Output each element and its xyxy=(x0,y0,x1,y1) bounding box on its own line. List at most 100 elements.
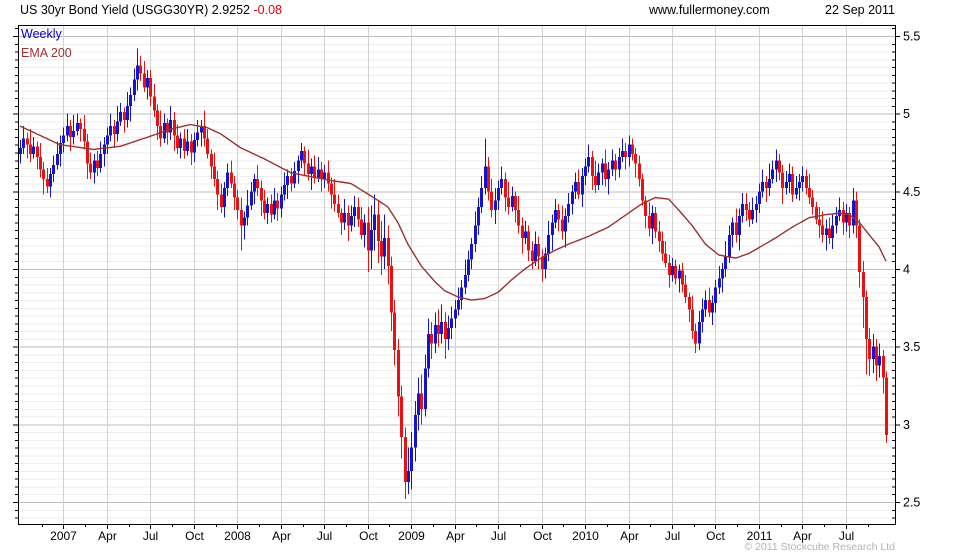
candle-body-up xyxy=(564,216,567,232)
candle-body-down xyxy=(36,146,39,158)
candle-body-down xyxy=(815,206,818,220)
candle-body-up xyxy=(474,225,477,245)
y-tick-label: 5.5 xyxy=(903,30,920,44)
candle-body-up xyxy=(494,200,497,210)
candle-body-up xyxy=(119,112,122,122)
candle-body-up xyxy=(62,135,65,144)
candle-body-up xyxy=(755,203,758,210)
candle-body-up xyxy=(878,355,881,366)
candle-body-down xyxy=(885,377,888,436)
candle-body-up xyxy=(414,415,417,448)
candle-body-down xyxy=(507,197,510,207)
candle-body-up xyxy=(768,178,771,189)
candle-body-down xyxy=(404,436,407,482)
candle-body-down xyxy=(79,122,82,130)
candle-body-up xyxy=(223,188,226,207)
candle-body-down xyxy=(320,169,323,179)
candle-body-up xyxy=(286,175,289,186)
candle-body-down xyxy=(327,172,330,184)
candle-body-down xyxy=(865,296,868,339)
candle-body-down xyxy=(380,241,383,257)
x-tick-label: 2011 xyxy=(747,529,773,543)
candle-body-up xyxy=(253,178,256,192)
instrument-title: US 30yr Bond Yield (USGG30YR) xyxy=(20,3,209,17)
candle-body-down xyxy=(176,135,179,148)
candle-body-up xyxy=(32,146,35,155)
x-tick-label: Jul xyxy=(839,529,854,543)
candle-body-up xyxy=(704,300,707,310)
candle-body-down xyxy=(735,222,738,235)
candle-body-up xyxy=(534,244,537,262)
candle-body-down xyxy=(684,284,687,297)
candle-body-up xyxy=(477,206,480,226)
candle-body-up xyxy=(775,160,778,170)
candle-body-up xyxy=(447,328,450,339)
candle-body-down xyxy=(514,195,517,210)
candle-body-down xyxy=(307,163,310,175)
candle-body-up xyxy=(169,119,172,133)
candle-body-up xyxy=(731,222,734,235)
candle-body-down xyxy=(96,160,99,169)
candle-body-up xyxy=(852,200,855,226)
candle-body-up xyxy=(728,234,731,257)
candle-body-down xyxy=(220,194,223,207)
candle-body-down xyxy=(875,346,878,366)
legend-ema-200: EMA 200 xyxy=(21,46,72,60)
candle-body-up xyxy=(243,217,246,226)
candle-body-up xyxy=(22,138,25,148)
candle-body-up xyxy=(226,172,229,189)
legend-timeframe: Weekly xyxy=(21,27,62,41)
candle-body-down xyxy=(444,321,447,339)
candle-body-down xyxy=(156,110,159,127)
candle-body-up xyxy=(250,191,253,206)
x-tick-label: Apr xyxy=(793,529,812,543)
candle-body-down xyxy=(233,183,236,198)
x-tick-label: 2010 xyxy=(572,529,599,543)
candle-body-down xyxy=(206,138,209,155)
candle-body-up xyxy=(410,447,413,471)
candle-body-up xyxy=(99,154,102,169)
candle-body-down xyxy=(674,265,677,279)
candle-body-down xyxy=(541,256,544,269)
candle-body-down xyxy=(420,393,423,409)
candle-body-up xyxy=(571,191,574,204)
candle-body-up xyxy=(581,175,584,195)
y-tick-label: 2.5 xyxy=(903,495,920,509)
candle-body-up xyxy=(417,393,420,416)
candle-body-down xyxy=(648,216,651,229)
candle-body-down xyxy=(664,253,667,263)
candle-body-down xyxy=(624,150,627,158)
candle-body-up xyxy=(567,203,570,217)
candle-body-up xyxy=(407,470,410,482)
candle-body-up xyxy=(457,300,460,310)
candle-body-up xyxy=(59,143,62,155)
last-price: 2.9252 xyxy=(211,3,250,17)
copyright-text: © 2011 Stockcube Research Ltd xyxy=(744,541,895,553)
candle-body-up xyxy=(801,175,804,183)
candle-body-down xyxy=(397,349,400,397)
candle-body-down xyxy=(430,334,433,344)
candle-body-up xyxy=(554,209,557,223)
candle-body-up xyxy=(711,303,714,313)
candle-body-down xyxy=(848,213,851,226)
candle-body-down xyxy=(577,182,580,195)
candle-body-up xyxy=(724,256,727,269)
candle-body-up xyxy=(66,126,69,136)
candle-body-up xyxy=(872,346,875,360)
x-tick-label: 2008 xyxy=(224,529,251,543)
candle-body-up xyxy=(450,318,453,329)
candle-body-up xyxy=(179,138,182,148)
candle-body-down xyxy=(748,209,751,220)
candle-body-down xyxy=(818,219,821,226)
candle-body-down xyxy=(527,231,530,251)
y-tick-label: 4 xyxy=(903,262,910,276)
candle-body-up xyxy=(283,185,286,195)
candle-body-down xyxy=(638,163,641,179)
candle-body-up xyxy=(621,150,624,158)
candle-body-down xyxy=(521,225,524,238)
candle-body-down xyxy=(347,213,350,226)
candle-body-down xyxy=(149,77,152,97)
candle-body-up xyxy=(129,95,132,106)
candle-body-up xyxy=(467,259,470,276)
candle-body-down xyxy=(591,157,594,176)
